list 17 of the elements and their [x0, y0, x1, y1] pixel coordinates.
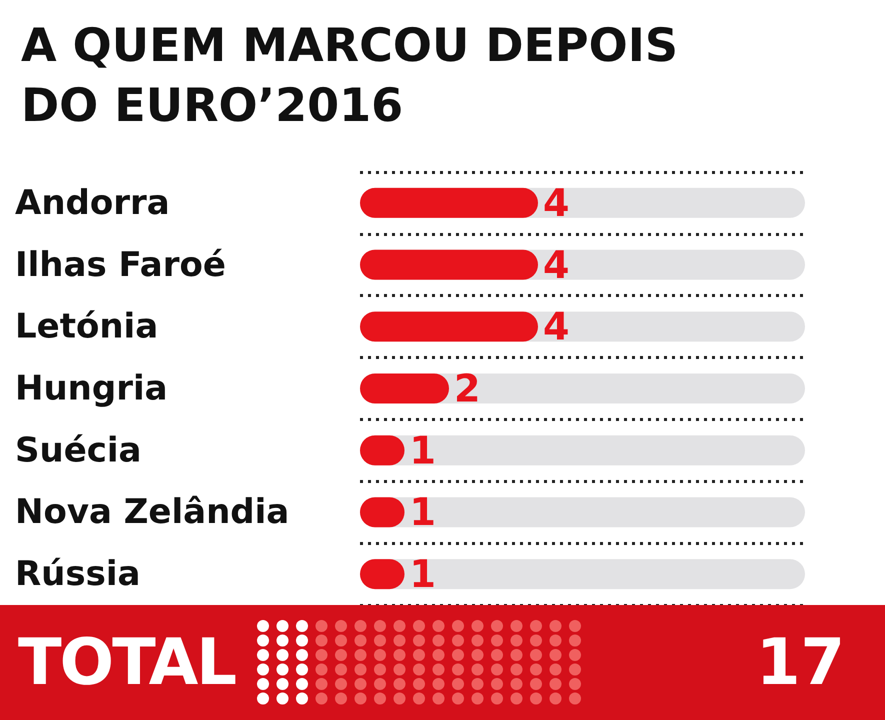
- data-label: 4: [543, 304, 570, 349]
- data-label: 4: [543, 242, 570, 287]
- y-tick-label: Rússia: [15, 554, 140, 594]
- y-tick-label: Letónia: [15, 306, 158, 347]
- data-label: 1: [410, 428, 436, 472]
- text: 17: [756, 626, 845, 700]
- y-tick-label: Nova Zelândia: [15, 492, 290, 532]
- data-label: 1: [410, 490, 436, 534]
- data-label: 1: [410, 552, 436, 596]
- y-tick-label: Hungria: [15, 368, 168, 408]
- y-tick-label: Andorra: [15, 182, 170, 223]
- data-label: 4: [543, 180, 570, 225]
- y-tick-label: Ilhas Faroé: [15, 244, 226, 285]
- chart-title: A QUEM MARCOU DEPOIS DO EURO’2016: [21, 18, 678, 132]
- y-tick-label: Suécia: [15, 430, 142, 470]
- data-label: 2: [454, 366, 480, 410]
- text: TOTAL: [18, 626, 236, 700]
